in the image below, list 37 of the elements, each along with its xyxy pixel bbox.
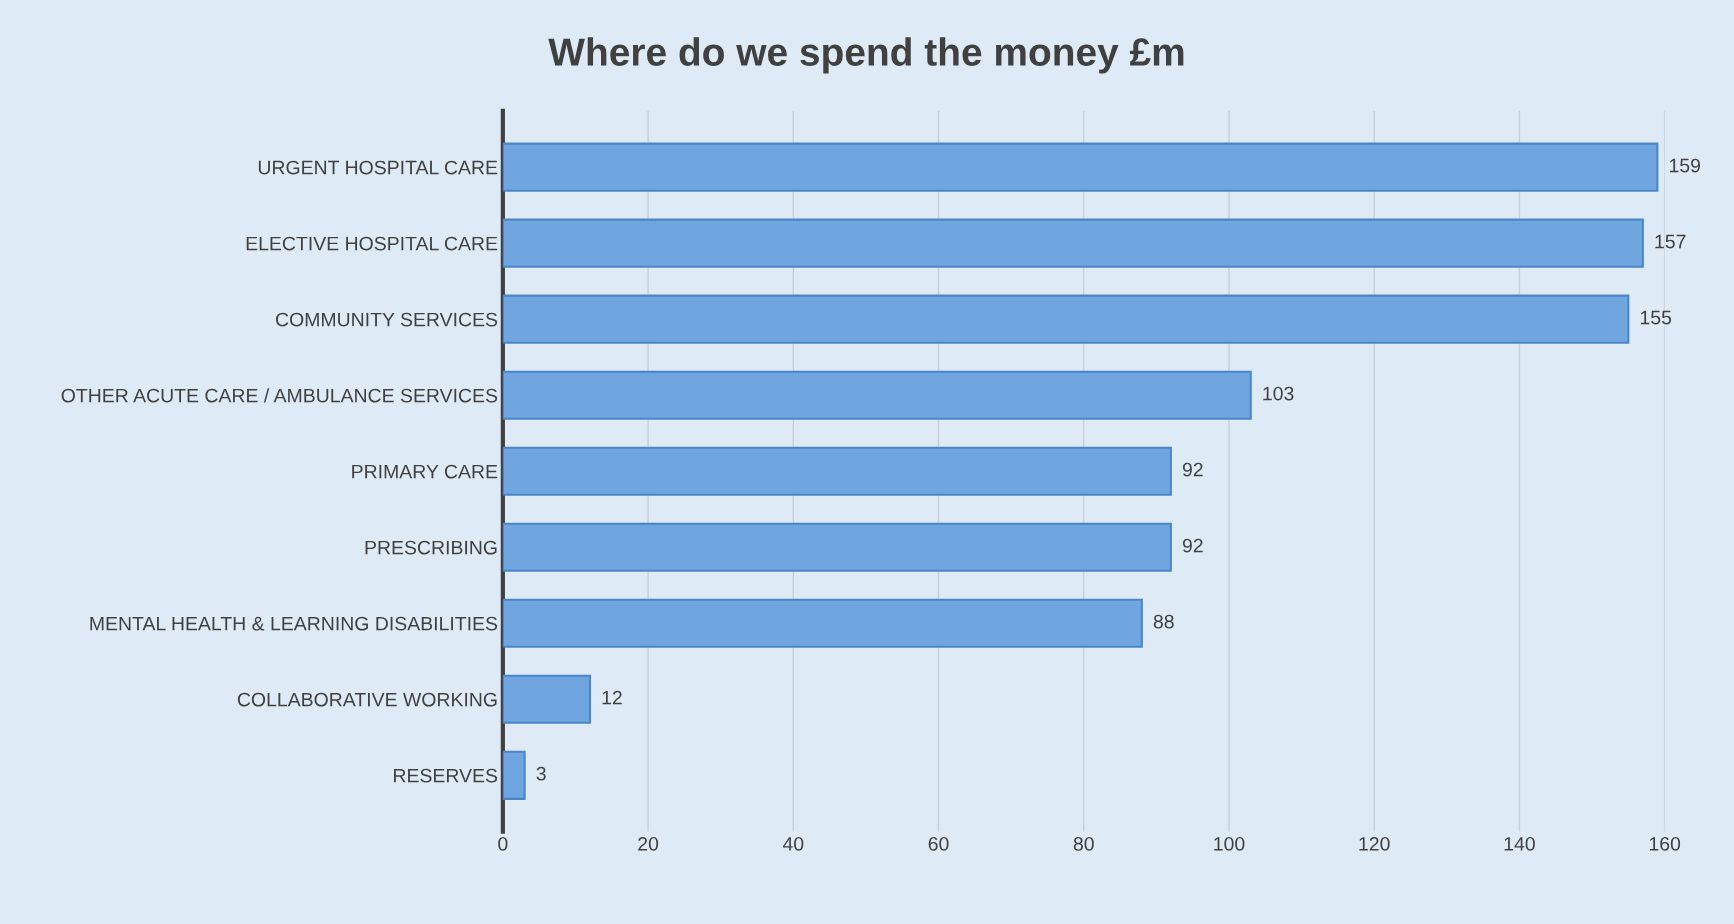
- y-tick-label: COLLABORATIVE WORKING: [237, 692, 497, 707]
- y-tick-label: PRIMARY CARE: [352, 464, 498, 479]
- chart-title: Where do we spend the money £m: [548, 37, 1184, 74]
- y-tick-label: PRESCRIBING: [365, 540, 497, 555]
- data-label: 103: [1263, 386, 1294, 401]
- bar: [502, 598, 1143, 648]
- x-tick-label: 60: [928, 836, 949, 851]
- x-tick-label: 20: [638, 836, 659, 851]
- y-tick-label: OTHER ACUTE CARE / AMBULANCE SERVICES: [61, 388, 498, 403]
- bar: [502, 370, 1252, 420]
- bar: [502, 750, 526, 800]
- x-tick-label: 160: [1649, 836, 1681, 851]
- bar: [502, 294, 1630, 344]
- data-label: 155: [1640, 310, 1672, 325]
- y-tick-label: RESERVES: [394, 768, 498, 783]
- x-tick-label: 140: [1504, 836, 1535, 851]
- data-label: 3: [536, 766, 546, 781]
- bar: [502, 446, 1172, 496]
- x-tick-label: 40: [782, 836, 804, 851]
- y-tick-label: MENTAL HEALTH & LEARNING DISABILITIES: [90, 616, 498, 631]
- y-tick-label: URGENT HOSPITAL CARE: [258, 160, 498, 175]
- data-label: 157: [1655, 234, 1686, 249]
- data-label: 92: [1182, 538, 1203, 553]
- y-tick-label: ELECTIVE HOSPITAL CARE: [246, 236, 498, 251]
- x-tick-label: 120: [1359, 836, 1390, 851]
- data-label: 159: [1669, 158, 1701, 173]
- y-tick-label: COMMUNITY SERVICES: [276, 312, 498, 327]
- bar: [502, 142, 1659, 192]
- bar: [502, 218, 1644, 268]
- bar: [502, 674, 592, 724]
- bar: [502, 522, 1172, 572]
- data-label: 12: [602, 690, 622, 705]
- data-label: 92: [1182, 462, 1203, 477]
- x-tick-label: 0: [498, 836, 508, 851]
- x-tick-label: 100: [1214, 836, 1245, 851]
- x-tick-label: 80: [1073, 836, 1094, 851]
- data-label: 88: [1153, 614, 1174, 629]
